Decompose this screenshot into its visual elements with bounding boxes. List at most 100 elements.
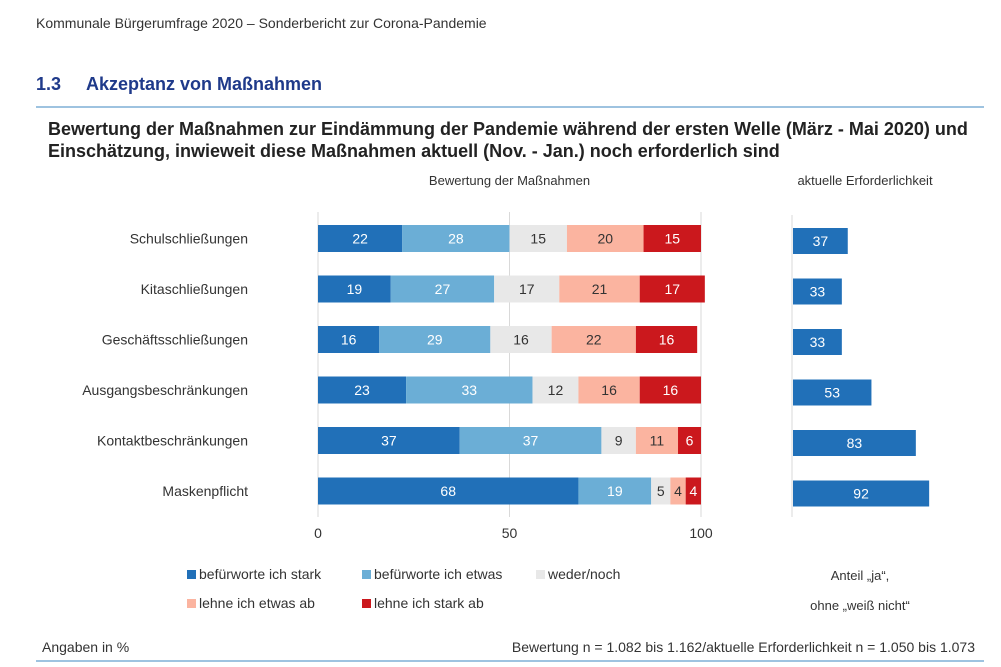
data-label: 19 xyxy=(347,281,363,297)
data-label: 33 xyxy=(810,334,826,350)
left-chart-subtitle: Bewertung der Maßnahmen xyxy=(428,173,591,188)
legend-swatch xyxy=(187,598,196,608)
bar-segment xyxy=(685,477,701,505)
bar-segment xyxy=(459,427,602,454)
bar-segment xyxy=(578,477,652,505)
legend-item-etwas-dafuer: befürworte ich etwas xyxy=(362,566,502,582)
bar-segment xyxy=(601,427,636,454)
data-label: 22 xyxy=(352,231,368,247)
bar-segment xyxy=(559,275,640,303)
section-number: 1.3 xyxy=(36,74,62,94)
section-divider xyxy=(36,106,984,108)
data-label: 16 xyxy=(341,332,357,348)
data-label: 92 xyxy=(853,486,869,502)
data-label: 37 xyxy=(813,233,829,249)
erforderlichkeit-bar xyxy=(793,480,930,507)
legend-swatch xyxy=(536,569,545,579)
legend-swatch xyxy=(362,598,371,608)
data-label: 16 xyxy=(663,382,679,398)
data-label: 4 xyxy=(689,483,697,499)
data-label: 20 xyxy=(597,231,613,247)
legend-item-stark-dagegen: lehne ich stark ab xyxy=(362,595,484,611)
category-label: Kontaktbeschränkungen xyxy=(97,433,248,449)
legend-item-weder: weder/noch xyxy=(536,566,620,582)
section-title: Akzeptanz von Maßnahmen xyxy=(86,74,323,94)
bar-segment xyxy=(532,376,579,404)
data-label: 6 xyxy=(686,433,694,449)
data-label: 27 xyxy=(435,281,451,297)
erforderlichkeit-bar xyxy=(793,278,842,305)
data-label: 16 xyxy=(659,332,675,348)
bar-segment xyxy=(551,326,636,353)
data-label: 23 xyxy=(354,382,370,398)
data-label: 16 xyxy=(513,332,529,348)
data-label: 33 xyxy=(461,382,477,398)
data-label: 22 xyxy=(586,332,602,348)
data-label: 53 xyxy=(824,385,840,401)
data-label: 19 xyxy=(607,483,623,499)
legend-item-etwas-dagegen: lehne ich etwas ab xyxy=(187,595,315,611)
bar-segment xyxy=(318,275,391,303)
bar-segment xyxy=(318,427,460,454)
erforderlichkeit-bar xyxy=(793,228,848,254)
x-tick-label: 100 xyxy=(689,525,713,541)
data-label: 37 xyxy=(523,433,539,449)
right-chart-note-line1: Anteil „ja“, xyxy=(830,568,890,583)
category-label: Geschäftsschließungen xyxy=(102,332,248,348)
right-chart-note-line2: ohne „weiß nicht“ xyxy=(810,598,910,613)
bar-segment xyxy=(379,326,491,353)
bar-segment xyxy=(643,225,701,252)
bar-segment xyxy=(390,275,495,303)
data-label: 12 xyxy=(548,382,564,398)
category-label: Schulschließungen xyxy=(130,231,248,247)
category-label: Ausgangsbeschränkungen xyxy=(82,382,248,398)
document-header: Kommunale Bürgerumfrage 2020 – Sonderber… xyxy=(36,15,487,31)
bar-segment xyxy=(639,376,701,404)
data-label: 17 xyxy=(519,281,535,297)
footer-units: Angaben in % xyxy=(42,639,130,655)
bar-segment xyxy=(318,326,380,353)
data-label: 21 xyxy=(592,281,608,297)
bar-segment xyxy=(678,427,701,454)
bar-segment xyxy=(318,477,579,505)
data-label: 37 xyxy=(381,433,397,449)
erforderlichkeit-bar xyxy=(793,430,916,456)
data-label: 17 xyxy=(664,281,680,297)
data-label: 68 xyxy=(440,483,456,499)
data-label: 9 xyxy=(615,433,623,449)
bar-segment xyxy=(318,225,403,252)
bar-segment xyxy=(651,477,671,505)
legend-swatch xyxy=(187,569,196,579)
bar-segment xyxy=(635,427,679,454)
bar-segment xyxy=(406,376,533,404)
bar-segment xyxy=(566,225,644,252)
data-label: 16 xyxy=(601,382,617,398)
bar-segment xyxy=(318,376,407,404)
data-label: 15 xyxy=(664,231,680,247)
section-heading: 1.3 Akzeptanz von Maßnahmen xyxy=(36,74,322,95)
bar-segment xyxy=(635,326,698,353)
legend-item-stark-dafuer: befürworte ich stark xyxy=(187,566,321,582)
bar-segment xyxy=(490,326,552,353)
data-label: 11 xyxy=(650,433,665,449)
right-chart-subtitle: aktuelle Erforderlichkeit xyxy=(797,173,933,188)
data-label: 29 xyxy=(427,332,443,348)
data-label: 15 xyxy=(530,231,546,247)
bar-segment xyxy=(509,225,567,252)
data-label: 28 xyxy=(448,231,464,247)
erforderlichkeit-bar xyxy=(793,379,872,406)
category-label: Kitaschließungen xyxy=(141,281,248,297)
bar-segment xyxy=(578,376,640,404)
data-label: 33 xyxy=(810,284,826,300)
bar-segment xyxy=(670,477,686,505)
bar-segment xyxy=(639,275,705,303)
bar-segment xyxy=(494,275,560,303)
data-label: 5 xyxy=(657,483,665,499)
legend-swatch xyxy=(362,569,371,579)
chart-title: Bewertung der Maßnahmen zur Eindämmung d… xyxy=(48,119,968,161)
data-label: 4 xyxy=(674,483,682,499)
erforderlichkeit-bar xyxy=(793,329,842,355)
bar-segment xyxy=(402,225,510,252)
x-tick-label: 0 xyxy=(314,525,322,541)
